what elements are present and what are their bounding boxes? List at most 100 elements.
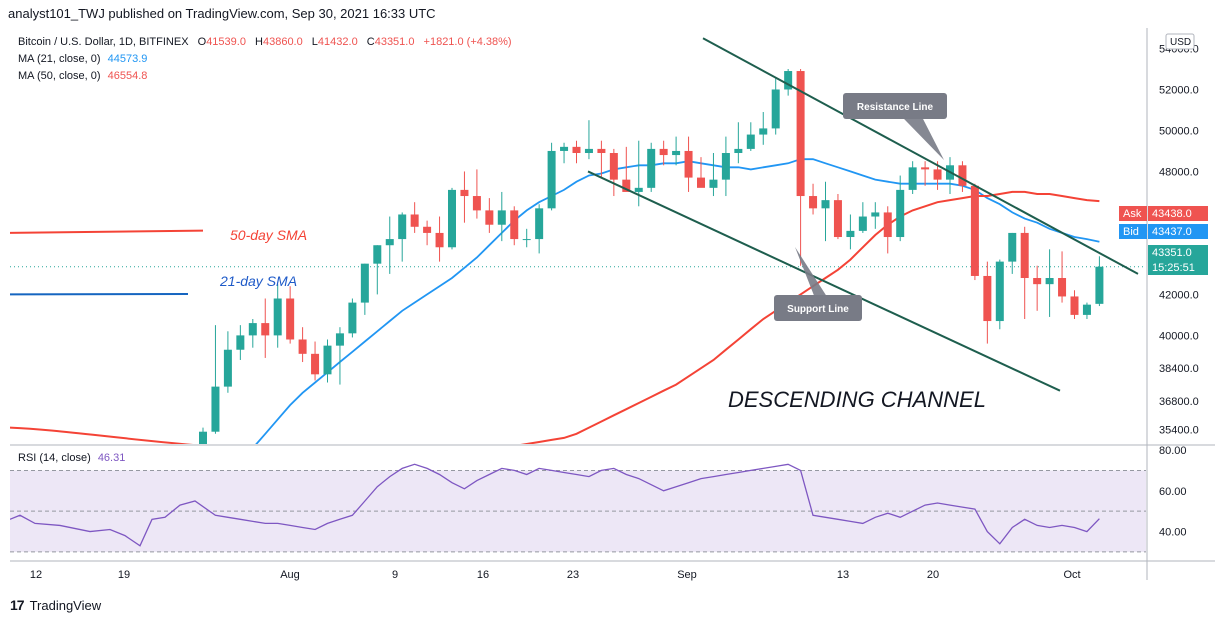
- time-tick-label: Oct: [1063, 569, 1080, 581]
- candle-body: [385, 239, 394, 246]
- price-tag: Bid 43437.0: [1119, 224, 1208, 239]
- candle-body: [1045, 278, 1054, 285]
- support-callout: Support Line: [774, 247, 862, 321]
- candle: [1058, 251, 1067, 303]
- tag-label-bg: [1119, 224, 1147, 239]
- candle-body: [223, 349, 232, 387]
- candle-body: [360, 263, 369, 303]
- candle: [784, 68, 793, 96]
- ma50-label: MA (50, close, 0): [18, 70, 101, 82]
- candle: [1070, 290, 1079, 319]
- candle-body: [348, 302, 357, 334]
- callout-pointer: [900, 115, 944, 160]
- candle-body: [373, 245, 382, 264]
- candle-body: [560, 146, 569, 151]
- candle-body: [970, 185, 979, 276]
- candle: [622, 146, 631, 192]
- candle-body: [199, 431, 207, 444]
- candle-body: [248, 323, 257, 336]
- currency-label: USD: [1170, 37, 1191, 48]
- candle: [223, 331, 232, 393]
- candle: [1008, 232, 1017, 274]
- ma21-label: MA (21, close, 0): [18, 53, 101, 65]
- candle-body: [1070, 296, 1079, 315]
- candle-body: [697, 177, 705, 188]
- candle: [423, 220, 432, 246]
- price-pane: [10, 37, 1146, 444]
- tag-countdown: 15:25:51: [1152, 262, 1195, 274]
- candle-body: [709, 179, 718, 188]
- candle: [846, 214, 855, 250]
- tag-value: 43438.0: [1152, 208, 1192, 220]
- candle-body: [659, 148, 668, 156]
- open-value: 41539.0: [206, 36, 246, 48]
- candle-body: [958, 165, 967, 186]
- rsi-value: 46.31: [97, 452, 126, 464]
- candle: [273, 284, 282, 348]
- callout-text: Resistance Line: [857, 102, 934, 113]
- candle-body: [298, 339, 307, 354]
- candle: [311, 341, 320, 381]
- candle-body: [684, 150, 693, 178]
- footer-brand: 17 TradingView: [10, 597, 101, 613]
- candle-body: [1033, 278, 1042, 285]
- candle: [1020, 226, 1029, 319]
- price-tick-label: 36800.0: [1159, 396, 1199, 408]
- candle-body: [672, 150, 681, 156]
- ma50-legend: MA (50, close, 0) 46554.8: [18, 70, 147, 82]
- candle-body: [771, 89, 780, 129]
- candle: [348, 298, 357, 338]
- time-tick-label: 19: [118, 569, 130, 581]
- candle-body: [1058, 278, 1067, 297]
- time-tick-label: 20: [927, 569, 939, 581]
- candle-body: [597, 148, 606, 154]
- time-tick-label: 23: [567, 569, 579, 581]
- high-value: 43860.0: [262, 36, 303, 48]
- low-label: L: [311, 36, 318, 48]
- candle: [647, 142, 656, 192]
- time-tick-label: Sep: [677, 569, 697, 581]
- candle-body: [858, 216, 867, 231]
- candle: [560, 142, 569, 164]
- candle-body: [547, 150, 556, 209]
- ma21-legend: MA (21, close, 0) 44573.9: [18, 53, 147, 65]
- candle: [709, 153, 718, 197]
- price-tick-label: 38400.0: [1159, 363, 1199, 375]
- candle-body: [796, 71, 805, 197]
- publisher-header: analyst101_TWJ published on TradingView.…: [8, 6, 436, 21]
- ma21-value: 44573.9: [107, 53, 148, 65]
- candle-body: [821, 200, 830, 209]
- rsi-tick-label: 60.00: [1159, 486, 1187, 498]
- brand-name: TradingView: [29, 597, 102, 613]
- candle-body: [746, 134, 755, 149]
- change-value: +1821.0 (+4.38%): [423, 36, 512, 48]
- candle-body: [1020, 232, 1029, 279]
- candle: [373, 245, 382, 295]
- candle: [323, 339, 332, 383]
- rsi-tick-label: 40.00: [1159, 527, 1187, 539]
- candle: [572, 140, 581, 164]
- tag-value-bg: [1148, 224, 1208, 239]
- candle: [821, 181, 830, 242]
- candle: [921, 161, 930, 186]
- price-tick-label: 52000.0: [1159, 84, 1199, 96]
- candle: [547, 142, 556, 211]
- price-tag: 43351.0 15:25:51: [1148, 245, 1208, 275]
- candle-body: [846, 230, 855, 238]
- symbol-legend: Bitcoin / U.S. Dollar, 1D, BITFINEX O415…: [18, 36, 512, 48]
- currency-badge: USD: [1165, 33, 1195, 50]
- candle: [759, 112, 768, 145]
- candle-body: [273, 298, 282, 336]
- candle-body: [734, 148, 743, 154]
- callout-box: [843, 93, 947, 119]
- candle-body: [472, 196, 481, 211]
- candle: [472, 169, 481, 219]
- candle: [958, 161, 967, 192]
- ma50-value: 46554.8: [107, 70, 148, 82]
- candle: [584, 120, 593, 160]
- candle: [199, 427, 207, 444]
- candle-body: [435, 232, 444, 248]
- ma50-left-segment: [10, 229, 204, 234]
- candle: [659, 140, 668, 166]
